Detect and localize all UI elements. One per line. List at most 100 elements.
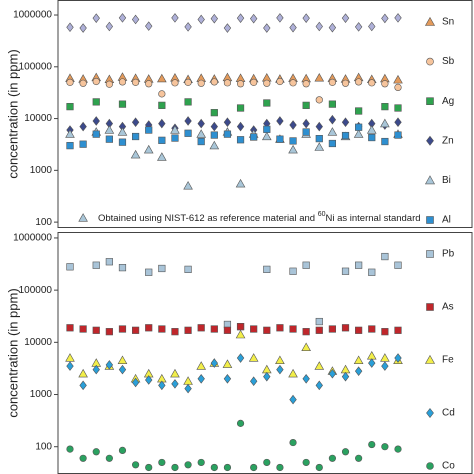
data-point [105, 328, 113, 336]
data-point [105, 360, 114, 370]
data-point [183, 376, 193, 385]
data-point [355, 107, 363, 115]
data-point [393, 74, 403, 84]
data-point [328, 22, 337, 33]
data-point [92, 130, 100, 138]
data-point [171, 379, 179, 389]
data-point [302, 128, 310, 136]
data-point [301, 342, 311, 351]
legend-marker [426, 57, 434, 66]
data-point [132, 78, 140, 86]
y-tick-label: 1000 [30, 165, 53, 176]
data-point [210, 131, 218, 139]
data-point [366, 350, 377, 360]
data-point [315, 96, 323, 104]
data-point [327, 127, 338, 136]
data-point [78, 368, 88, 378]
data-point [328, 100, 337, 108]
data-point [117, 355, 128, 365]
data-point [158, 325, 166, 333]
data-point [171, 328, 179, 336]
data-point [289, 267, 297, 275]
data-point [157, 73, 167, 83]
data-point [158, 90, 166, 98]
data-point [341, 79, 350, 87]
data-point [328, 78, 337, 86]
data-point [223, 79, 232, 87]
data-point [92, 77, 100, 86]
legend-label: Sb [442, 56, 455, 67]
data-point [261, 131, 272, 141]
data-point [314, 72, 325, 82]
data-point [170, 368, 180, 378]
legend-marker [426, 216, 434, 224]
data-point [328, 454, 337, 462]
data-point [341, 371, 350, 382]
data-point [132, 326, 140, 334]
data-point [145, 375, 153, 385]
data-point [118, 325, 127, 333]
data-point [210, 325, 218, 333]
data-point [394, 326, 402, 334]
data-point [66, 263, 74, 271]
data-point [394, 13, 402, 23]
data-point [380, 118, 390, 128]
data-point [315, 121, 323, 132]
data-point [184, 98, 192, 106]
data-point [92, 98, 100, 106]
y-tick-label: 10000 [24, 113, 52, 124]
data-point [79, 140, 87, 148]
data-point [118, 264, 127, 272]
data-point [276, 463, 284, 472]
data-point [302, 80, 310, 88]
data-point [66, 142, 74, 150]
legend-marker [426, 135, 434, 146]
data-point [145, 463, 153, 472]
data-point [197, 137, 205, 146]
data-point [250, 13, 258, 24]
data-point [196, 361, 207, 370]
data-point [381, 103, 389, 111]
data-point [79, 380, 87, 391]
data-point [210, 78, 218, 86]
data-point [118, 13, 127, 23]
data-point [105, 454, 113, 462]
data-point [263, 265, 271, 273]
data-point [236, 104, 245, 112]
data-point [248, 353, 259, 362]
data-point [66, 22, 74, 33]
data-point [117, 127, 128, 136]
data-point [130, 149, 141, 159]
data-point [263, 371, 271, 382]
legend-label: Cd [442, 408, 455, 419]
data-point [65, 129, 75, 138]
data-point [276, 116, 284, 126]
data-point [354, 366, 363, 376]
data-point [340, 364, 351, 374]
data-point [236, 419, 245, 427]
data-point [236, 121, 245, 132]
data-point [380, 353, 390, 362]
data-point [79, 325, 87, 333]
data-point [302, 374, 310, 384]
data-point [66, 324, 74, 332]
data-point [289, 79, 297, 87]
data-point [381, 443, 389, 451]
data-point [66, 361, 74, 371]
data-point [315, 380, 323, 391]
data-point [355, 78, 363, 86]
data-point [289, 137, 297, 145]
data-point [250, 376, 258, 386]
data-point [250, 463, 258, 472]
data-point [341, 131, 350, 140]
data-point [354, 22, 363, 32]
data-point [158, 380, 166, 391]
legend-marker [424, 175, 436, 185]
data-point [184, 265, 192, 273]
data-point [92, 326, 100, 334]
data-point [171, 13, 179, 23]
data-point [171, 79, 179, 87]
legend-marker [426, 303, 434, 311]
data-point [223, 23, 232, 33]
data-point [197, 14, 205, 25]
